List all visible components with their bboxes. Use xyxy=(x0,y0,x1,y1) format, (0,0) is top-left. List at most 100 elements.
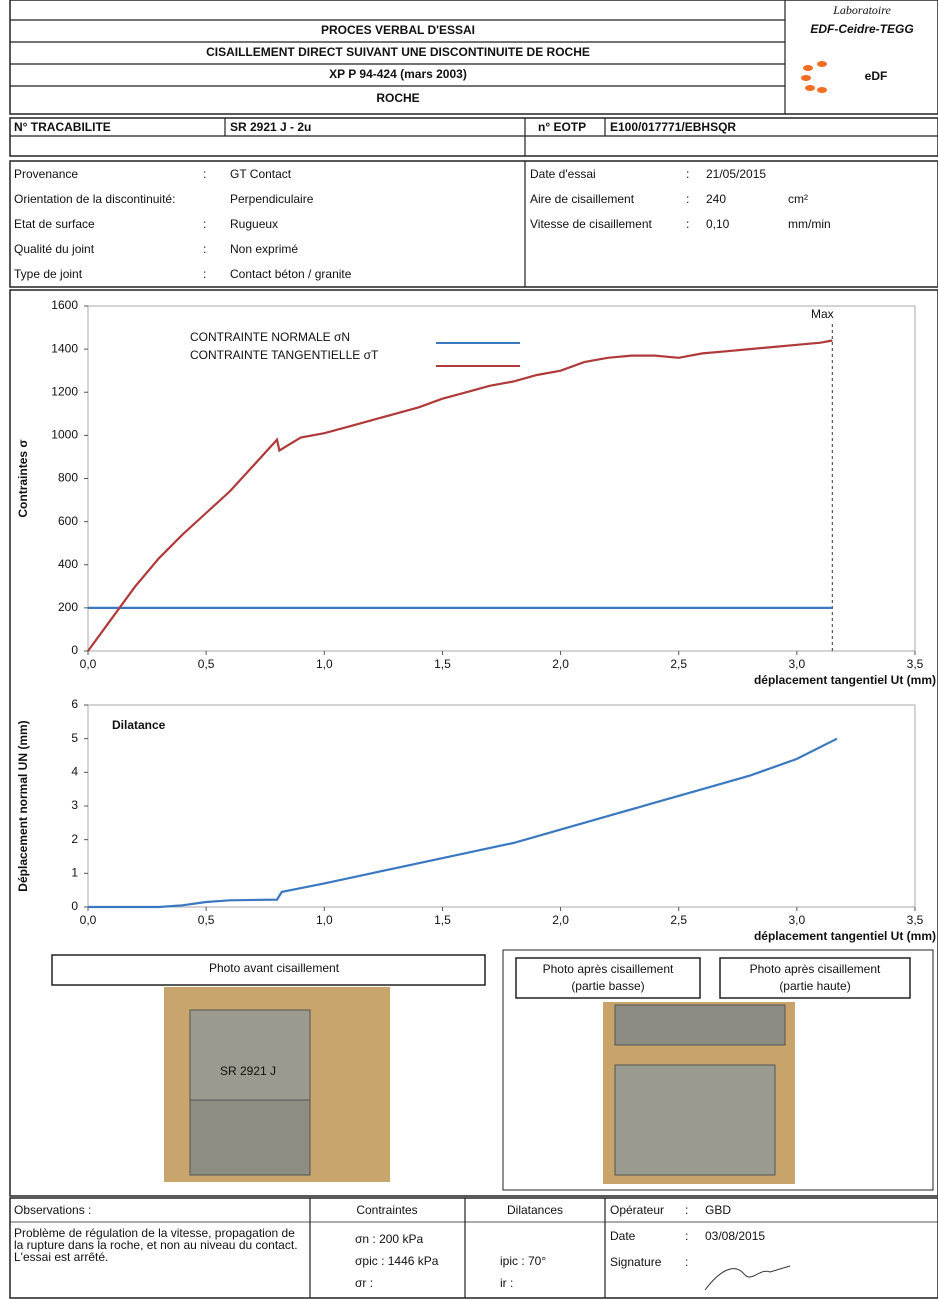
x-tick-label: 3,0 xyxy=(789,657,806,671)
logo-petal xyxy=(817,87,827,93)
chart-title: Dilatance xyxy=(112,718,166,732)
logo-petal xyxy=(805,85,815,91)
photo-caption: (partie haute) xyxy=(779,979,850,993)
info-value: GT Contact xyxy=(230,167,292,181)
x-tick-label: 0,0 xyxy=(80,913,97,927)
logo-petal xyxy=(817,61,827,67)
y-tick-label: 4 xyxy=(71,765,78,779)
operator-sep: : xyxy=(685,1203,688,1217)
photo-caption: (partie basse) xyxy=(571,979,644,993)
x-tick-label: 0,0 xyxy=(80,657,97,671)
logo: eDF xyxy=(865,69,888,83)
info-value: Non exprimé xyxy=(230,242,298,256)
y-tick-label: 400 xyxy=(58,557,78,571)
logo-petal xyxy=(803,65,813,71)
info-sep: : xyxy=(686,217,689,231)
y-tick-label: 1400 xyxy=(51,341,78,355)
operator-value: 03/08/2015 xyxy=(705,1229,765,1243)
y-tick-label: 1 xyxy=(71,866,78,880)
material: ROCHE xyxy=(376,91,419,105)
photo-caption-box xyxy=(719,957,911,999)
frame xyxy=(9,1197,938,1299)
info-value: 240 xyxy=(706,192,726,206)
dilatance: ir : xyxy=(500,1276,513,1290)
x-tick-label: 1,0 xyxy=(316,657,333,671)
operator-sep: : xyxy=(685,1229,688,1243)
y-tick-label: 1000 xyxy=(51,428,78,442)
observation-line: la rupture dans la roche, et non au nive… xyxy=(14,1238,298,1252)
info-sep: : xyxy=(203,267,206,281)
x-tick-label: 0,5 xyxy=(198,913,215,927)
y-tick-label: 1200 xyxy=(51,384,78,398)
x-axis-label: déplacement tangentiel Ut (mm) xyxy=(754,673,936,687)
x-tick-label: 2,0 xyxy=(552,657,569,671)
info-label: Date d'essai xyxy=(530,167,596,181)
info-label: Provenance xyxy=(14,167,78,181)
y-tick-label: 6 xyxy=(71,697,78,711)
info-unit: mm/min xyxy=(788,217,831,231)
logo-petal xyxy=(801,75,811,81)
x-tick-label: 2,0 xyxy=(552,913,569,927)
photo-caption: Photo avant cisaillement xyxy=(209,961,340,975)
label: N° TRACABILITE xyxy=(14,120,111,134)
signature xyxy=(704,1265,791,1291)
operator-label: Opérateur xyxy=(610,1203,664,1217)
x-tick-label: 1,0 xyxy=(316,913,333,927)
label: E100/017771/EBHSQR xyxy=(610,120,736,134)
photo-caption-box xyxy=(515,957,701,999)
info-label: Etat de surface xyxy=(14,217,95,231)
info-label: Orientation de la discontinuité: xyxy=(14,192,175,206)
lab-name: EDF-Ceidre-TEGG xyxy=(810,22,913,36)
y-tick-label: 0 xyxy=(71,899,78,913)
x-tick-label: 2,5 xyxy=(670,657,687,671)
info-label: Type de joint xyxy=(14,267,83,281)
observation-line: L'essai est arrêté. xyxy=(14,1250,108,1264)
data-line xyxy=(87,339,833,652)
frame xyxy=(9,289,938,1197)
info-label: Vitesse de cisaillement xyxy=(530,217,653,231)
operator-label: Signature xyxy=(610,1255,662,1269)
title: PROCES VERBAL D'ESSAI xyxy=(321,23,475,37)
photo-block xyxy=(614,1064,776,1176)
y-tick-label: 600 xyxy=(58,514,78,528)
subtitle: CISAILLEMENT DIRECT SUIVANT UNE DISCONTI… xyxy=(206,45,590,59)
label: Contraintes xyxy=(356,1203,417,1217)
observation-line: Problème de régulation de la vitesse, pr… xyxy=(14,1226,295,1240)
frame xyxy=(9,0,938,115)
contrainte: σn : 200 kPa xyxy=(355,1232,423,1246)
operator-sep: : xyxy=(685,1255,688,1269)
info-value: 21/05/2015 xyxy=(706,167,766,181)
contrainte: σpic : 1446 kPa xyxy=(355,1254,439,1268)
label: SR 2921 J - 2u xyxy=(230,120,311,134)
photo-panel xyxy=(502,949,934,1191)
photo-block xyxy=(614,1004,786,1046)
x-axis-label: déplacement tangentiel Ut (mm) xyxy=(754,929,936,943)
info-value: Contact béton / granite xyxy=(230,267,352,281)
standard: XP P 94-424 (mars 2003) xyxy=(329,67,467,81)
photo-caption: Photo après cisaillement xyxy=(750,962,881,976)
info-value: Perpendiculaire xyxy=(230,192,314,206)
y-tick-label: 800 xyxy=(58,471,78,485)
operator-label: Date xyxy=(610,1229,636,1243)
y-tick-label: 200 xyxy=(58,600,78,614)
info-value: Rugueux xyxy=(230,217,278,231)
frame xyxy=(9,160,938,288)
y-axis-label: Déplacement normal UN (mm) xyxy=(16,720,30,891)
y-tick-label: 3 xyxy=(71,798,78,812)
frame xyxy=(9,117,938,157)
sample-mark: SR 2921 J xyxy=(220,1064,276,1078)
photo-caption-box xyxy=(51,954,486,986)
info-label: Qualité du joint xyxy=(14,242,95,256)
info-sep: : xyxy=(686,167,689,181)
info-unit: cm² xyxy=(788,192,808,206)
x-tick-label: 3,5 xyxy=(907,657,924,671)
x-tick-label: 0,5 xyxy=(198,657,215,671)
plot-area xyxy=(87,704,916,908)
photo-block xyxy=(189,1009,311,1101)
y-tick-label: 2 xyxy=(71,832,78,846)
label: n° EOTP xyxy=(538,120,586,134)
operator-value: GBD xyxy=(705,1203,731,1217)
x-tick-label: 2,5 xyxy=(670,913,687,927)
legend-label: CONTRAINTE TANGENTIELLE σT xyxy=(190,348,379,362)
